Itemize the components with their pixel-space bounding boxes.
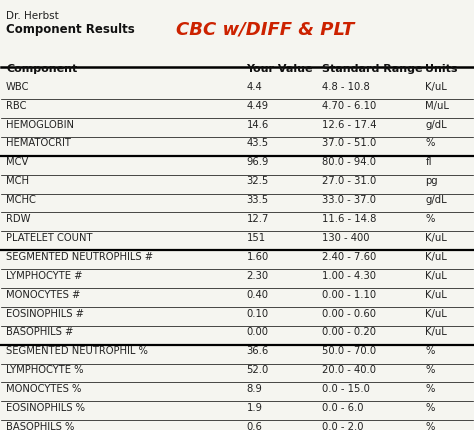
Text: 130 - 400: 130 - 400 bbox=[322, 233, 369, 243]
Text: LYMPHOCYTE #: LYMPHOCYTE # bbox=[6, 271, 82, 281]
Text: SEGMENTED NEUTROPHIL %: SEGMENTED NEUTROPHIL % bbox=[6, 346, 148, 356]
Text: SEGMENTED NEUTROPHILS #: SEGMENTED NEUTROPHILS # bbox=[6, 252, 153, 262]
Text: pg: pg bbox=[426, 176, 438, 186]
Text: 1.9: 1.9 bbox=[246, 403, 263, 413]
Text: LYMPHOCYTE %: LYMPHOCYTE % bbox=[6, 365, 83, 375]
Text: Your Value: Your Value bbox=[246, 64, 313, 74]
Text: BASOPHILS %: BASOPHILS % bbox=[6, 422, 74, 430]
Text: Component Results: Component Results bbox=[6, 24, 135, 37]
Text: 37.0 - 51.0: 37.0 - 51.0 bbox=[322, 138, 376, 148]
Text: 0.00 - 0.60: 0.00 - 0.60 bbox=[322, 308, 376, 319]
Text: 80.0 - 94.0: 80.0 - 94.0 bbox=[322, 157, 376, 167]
Text: 12.6 - 17.4: 12.6 - 17.4 bbox=[322, 120, 376, 129]
Text: 1.00 - 4.30: 1.00 - 4.30 bbox=[322, 271, 376, 281]
Text: EOSINOPHILS #: EOSINOPHILS # bbox=[6, 308, 84, 319]
Text: 20.0 - 40.0: 20.0 - 40.0 bbox=[322, 365, 376, 375]
Text: 43.5: 43.5 bbox=[246, 138, 269, 148]
Text: %: % bbox=[426, 138, 435, 148]
Text: %: % bbox=[426, 422, 435, 430]
Text: Standard Range: Standard Range bbox=[322, 64, 422, 74]
Text: MCV: MCV bbox=[6, 157, 28, 167]
Text: K/uL: K/uL bbox=[426, 308, 447, 319]
Text: MCH: MCH bbox=[6, 176, 29, 186]
Text: 0.10: 0.10 bbox=[246, 308, 269, 319]
Text: 0.00 - 0.20: 0.00 - 0.20 bbox=[322, 327, 376, 338]
Text: HEMOGLOBIN: HEMOGLOBIN bbox=[6, 120, 74, 129]
Text: 11.6 - 14.8: 11.6 - 14.8 bbox=[322, 214, 376, 224]
Text: CBC w/DIFF & PLT: CBC w/DIFF & PLT bbox=[176, 20, 354, 38]
Text: HEMATOCRIT: HEMATOCRIT bbox=[6, 138, 71, 148]
Text: 0.40: 0.40 bbox=[246, 290, 268, 300]
Text: 4.49: 4.49 bbox=[246, 101, 269, 111]
Text: 33.5: 33.5 bbox=[246, 195, 269, 205]
Text: %: % bbox=[426, 214, 435, 224]
Text: 2.30: 2.30 bbox=[246, 271, 269, 281]
Text: K/uL: K/uL bbox=[426, 290, 447, 300]
Text: 4.70 - 6.10: 4.70 - 6.10 bbox=[322, 101, 376, 111]
Text: K/uL: K/uL bbox=[426, 252, 447, 262]
Text: 27.0 - 31.0: 27.0 - 31.0 bbox=[322, 176, 376, 186]
Text: 52.0: 52.0 bbox=[246, 365, 269, 375]
Text: Component: Component bbox=[6, 64, 77, 74]
Text: Units: Units bbox=[426, 64, 458, 74]
Text: MONOCYTES %: MONOCYTES % bbox=[6, 384, 82, 394]
Text: MONOCYTES #: MONOCYTES # bbox=[6, 290, 81, 300]
Text: MCHC: MCHC bbox=[6, 195, 36, 205]
Text: RDW: RDW bbox=[6, 214, 31, 224]
Text: 14.6: 14.6 bbox=[246, 120, 269, 129]
Text: 151: 151 bbox=[246, 233, 265, 243]
Text: 0.00: 0.00 bbox=[246, 327, 268, 338]
Text: K/uL: K/uL bbox=[426, 327, 447, 338]
Text: 8.9: 8.9 bbox=[246, 384, 262, 394]
Text: 0.0 - 2.0: 0.0 - 2.0 bbox=[322, 422, 363, 430]
Text: 32.5: 32.5 bbox=[246, 176, 269, 186]
Text: PLATELET COUNT: PLATELET COUNT bbox=[6, 233, 92, 243]
Text: 33.0 - 37.0: 33.0 - 37.0 bbox=[322, 195, 376, 205]
Text: 36.6: 36.6 bbox=[246, 346, 269, 356]
Text: %: % bbox=[426, 403, 435, 413]
Text: K/uL: K/uL bbox=[426, 82, 447, 92]
Text: Dr. Herbst: Dr. Herbst bbox=[6, 12, 59, 22]
Text: 4.8 - 10.8: 4.8 - 10.8 bbox=[322, 82, 370, 92]
Text: 50.0 - 70.0: 50.0 - 70.0 bbox=[322, 346, 376, 356]
Text: 2.40 - 7.60: 2.40 - 7.60 bbox=[322, 252, 376, 262]
Text: 12.7: 12.7 bbox=[246, 214, 269, 224]
Text: K/uL: K/uL bbox=[426, 233, 447, 243]
Text: fl: fl bbox=[426, 157, 432, 167]
Text: RBC: RBC bbox=[6, 101, 27, 111]
Text: %: % bbox=[426, 346, 435, 356]
Text: BASOPHILS #: BASOPHILS # bbox=[6, 327, 73, 338]
Text: 0.0 - 15.0: 0.0 - 15.0 bbox=[322, 384, 370, 394]
Text: 0.0 - 6.0: 0.0 - 6.0 bbox=[322, 403, 363, 413]
Text: %: % bbox=[426, 365, 435, 375]
Text: g/dL: g/dL bbox=[426, 120, 447, 129]
Text: K/uL: K/uL bbox=[426, 271, 447, 281]
Text: 4.4: 4.4 bbox=[246, 82, 262, 92]
Text: 1.60: 1.60 bbox=[246, 252, 269, 262]
Text: M/uL: M/uL bbox=[426, 101, 449, 111]
Text: WBC: WBC bbox=[6, 82, 29, 92]
Text: EOSINOPHILS %: EOSINOPHILS % bbox=[6, 403, 85, 413]
Text: 96.9: 96.9 bbox=[246, 157, 269, 167]
Text: 0.6: 0.6 bbox=[246, 422, 262, 430]
Text: g/dL: g/dL bbox=[426, 195, 447, 205]
Text: %: % bbox=[426, 384, 435, 394]
Text: 0.00 - 1.10: 0.00 - 1.10 bbox=[322, 290, 376, 300]
